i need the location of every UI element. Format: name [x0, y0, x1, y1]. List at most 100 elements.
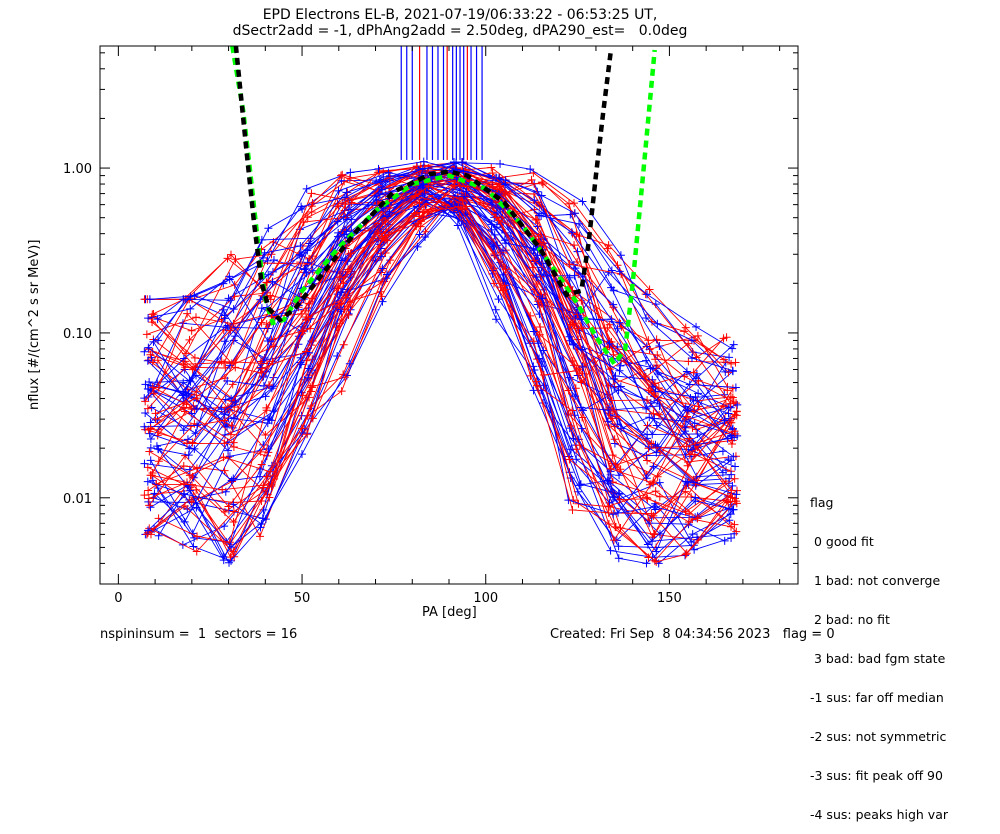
data-point-marker: [298, 391, 307, 400]
data-point-marker: [143, 384, 152, 393]
data-point-marker: [179, 360, 188, 369]
data-point-marker: [304, 364, 313, 373]
data-point-marker: [722, 333, 731, 342]
data-point-marker: [501, 176, 510, 185]
data-point-marker: [149, 337, 158, 346]
data-point-marker: [221, 395, 230, 404]
data-point-marker: [650, 502, 659, 511]
data-point-marker: [727, 534, 736, 543]
data-point-marker: [538, 179, 547, 188]
data-point-marker: [495, 182, 504, 191]
profile-line: [147, 186, 738, 437]
data-point-marker: [608, 492, 617, 501]
data-point-marker: [607, 315, 616, 324]
data-point-marker: [148, 468, 157, 477]
data-point-marker: [729, 397, 738, 406]
data-point-marker: [728, 393, 737, 402]
data-point-marker: [572, 366, 581, 375]
data-point-marker: [604, 406, 613, 415]
data-point-marker: [302, 184, 311, 193]
y-tick-label: 0.01: [63, 492, 92, 507]
data-point-marker: [220, 337, 229, 346]
data-point-marker: [642, 404, 651, 413]
data-point-marker: [655, 341, 664, 350]
data-point-marker: [305, 254, 314, 263]
data-point-marker: [731, 358, 740, 367]
data-point-marker: [681, 507, 690, 516]
data-point-marker: [724, 409, 733, 418]
x-tick-label: 0: [114, 591, 122, 606]
data-point-marker: [642, 342, 651, 351]
data-point-marker: [190, 291, 199, 300]
data-point-marker: [382, 270, 391, 279]
data-point-marker: [381, 248, 390, 257]
data-point-marker: [420, 189, 429, 198]
data-point-marker: [568, 505, 577, 514]
data-point-marker: [609, 510, 618, 519]
data-point-marker: [534, 339, 543, 348]
data-point-marker: [144, 343, 153, 352]
data-point-marker: [572, 445, 581, 454]
data-point-marker: [342, 215, 351, 224]
x-axis-label: PA [deg]: [422, 605, 477, 620]
data-point-marker: [651, 440, 660, 449]
data-point-marker: [257, 460, 266, 469]
data-point-marker: [649, 462, 658, 471]
data-point-marker: [229, 474, 238, 483]
data-point-marker: [577, 424, 586, 433]
data-point-marker: [264, 270, 273, 279]
data-point-marker: [501, 180, 510, 189]
data-point-marker: [610, 374, 619, 383]
profile-line: [151, 204, 733, 539]
data-point-marker: [154, 336, 163, 345]
data-point-marker: [141, 397, 150, 406]
data-point-marker: [609, 536, 618, 545]
data-point-marker: [654, 384, 663, 393]
data-point-marker: [609, 493, 618, 502]
data-point-marker: [683, 478, 692, 487]
data-point-marker: [180, 407, 189, 416]
data-point-marker: [536, 291, 545, 300]
data-point-marker: [683, 461, 692, 470]
profile-line: [143, 177, 731, 409]
data-point-marker: [728, 481, 737, 490]
profile-line: [150, 185, 734, 472]
data-point-marker: [220, 439, 229, 448]
data-point-marker: [143, 404, 152, 413]
chart-subtitle: dSectr2add = -1, dPhAng2add = 2.50deg, d…: [232, 23, 688, 39]
data-point-marker: [501, 285, 510, 294]
profile-line: [150, 185, 737, 467]
data-point-marker: [496, 159, 505, 168]
data-point-marker: [297, 450, 306, 459]
data-point-marker: [143, 356, 152, 365]
data-point-marker: [145, 295, 154, 304]
data-point-marker: [692, 369, 701, 378]
data-point-marker: [566, 422, 575, 431]
data-point-marker: [457, 158, 466, 167]
data-point-marker: [681, 477, 690, 486]
flag-legend: flag 0 good fit 1 bad: not converge 2 ba…: [810, 470, 948, 834]
data-point-marker: [680, 327, 689, 336]
legend-item: 1 bad: not converge: [810, 573, 941, 588]
data-point-marker: [183, 309, 192, 318]
data-point-marker: [732, 490, 741, 499]
data-point-marker: [610, 422, 619, 431]
data-point-marker: [532, 273, 541, 282]
data-point-marker: [375, 166, 384, 175]
data-point-marker: [256, 523, 265, 532]
data-point-marker: [728, 493, 737, 502]
profile-line: [158, 170, 731, 404]
data-point-marker: [604, 502, 613, 511]
data-point-marker: [603, 323, 612, 332]
data-point-marker: [231, 397, 240, 406]
data-point-marker: [530, 196, 539, 205]
data-point-marker: [418, 211, 427, 220]
data-point-marker: [229, 414, 238, 423]
data-point-marker: [729, 452, 738, 461]
flux-profiles: [140, 157, 742, 568]
data-point-marker: [227, 421, 236, 430]
profile-line: [156, 193, 738, 523]
data-point-marker: [642, 313, 651, 322]
data-point-marker: [192, 404, 201, 413]
data-point-marker: [341, 293, 350, 302]
